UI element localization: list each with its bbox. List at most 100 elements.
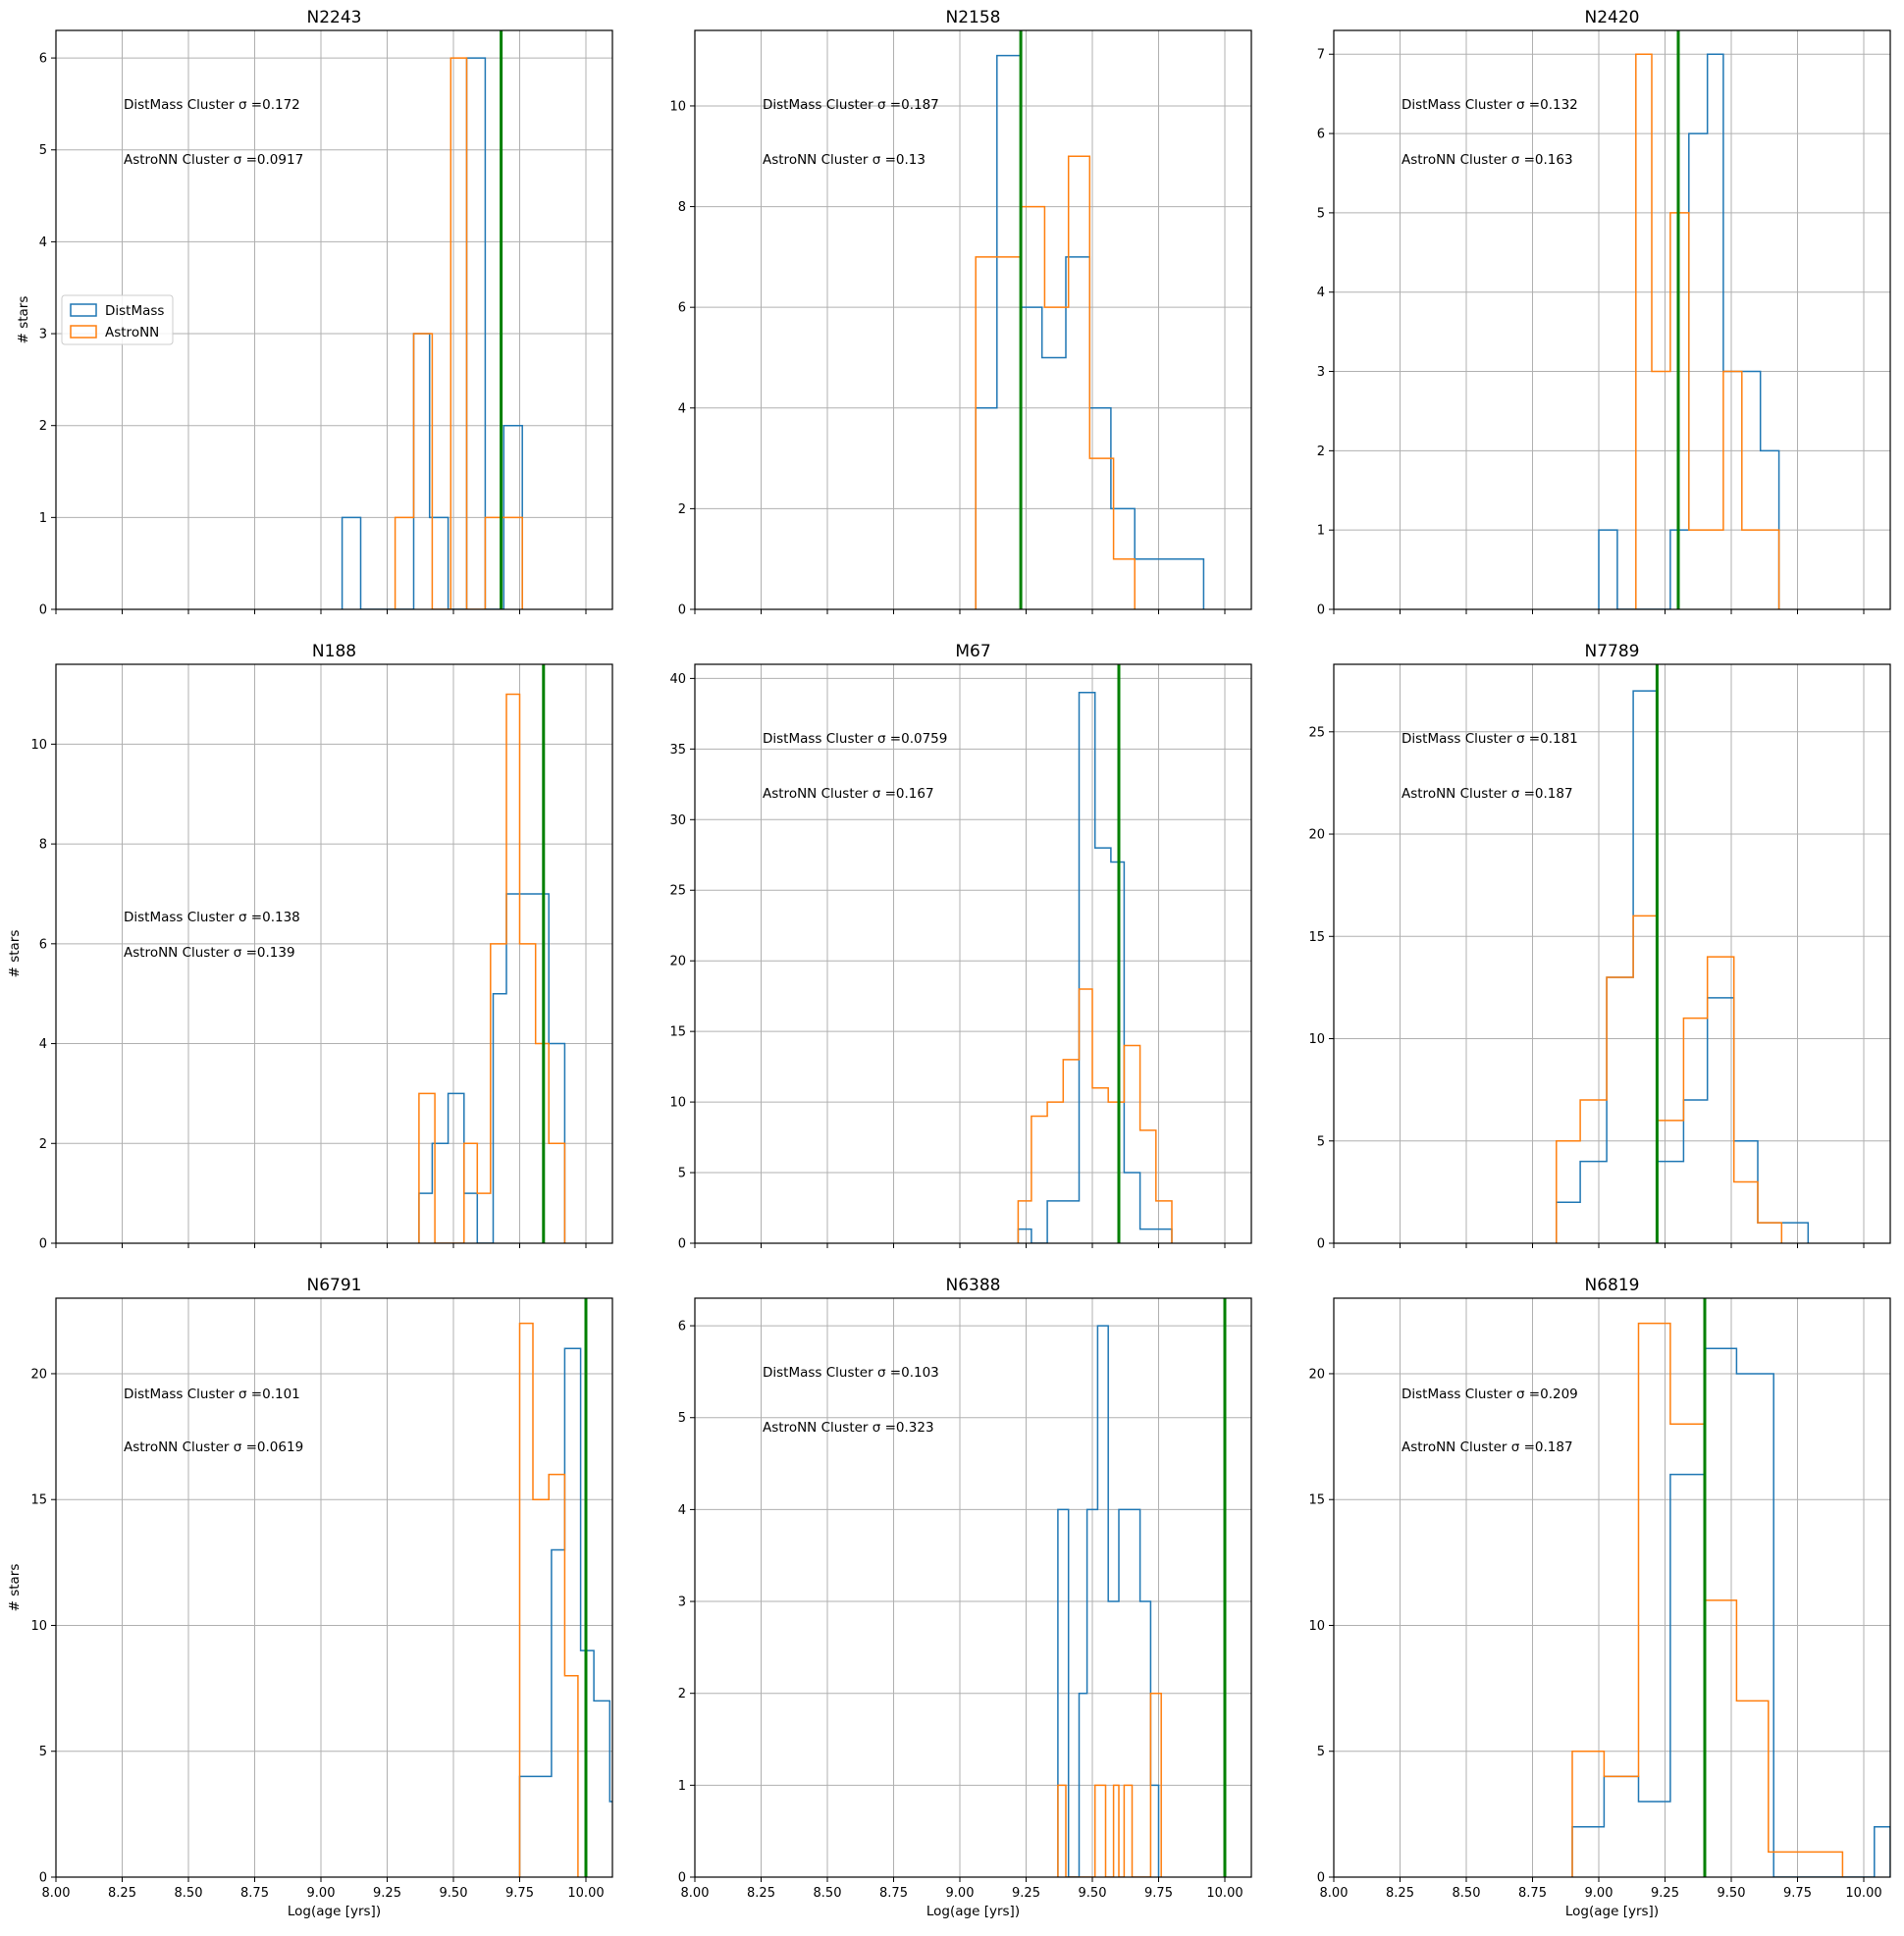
x-tick-label: 10.00: [567, 1886, 604, 1901]
y-tick-label: 0: [678, 1871, 686, 1886]
sigma-annotation: DistMass Cluster σ =0.132: [1402, 97, 1578, 113]
x-tick-label: 9.25: [1651, 1886, 1679, 1901]
plot-area: [1334, 30, 1890, 609]
y-tick-label: 5: [678, 1167, 686, 1181]
x-tick-label: 8.50: [175, 1886, 203, 1901]
x-tick-label: 8.00: [1320, 1886, 1349, 1901]
y-tick-label: 5: [1317, 206, 1325, 221]
sigma-annotation: DistMass Cluster σ =0.0759: [763, 731, 947, 747]
x-tick-label: 9.00: [1585, 1886, 1613, 1901]
y-tick-label: 15: [30, 1493, 47, 1508]
axes-frame: [1333, 663, 1891, 1244]
x-ticks: [55, 1243, 587, 1248]
histogram-distmass: [518, 1347, 612, 1877]
panel-title: N2158: [946, 8, 1001, 27]
sigma-annotation: DistMass Cluster σ =0.209: [1402, 1387, 1578, 1402]
y-tick-label: 6: [1317, 128, 1325, 142]
panel-m67: 0 5 10 15 20 25 30 35 40 M67 DistMass Cluster σ =0…: [669, 642, 1252, 1252]
y-tick-label: 5: [678, 1411, 686, 1426]
y-tick-label: 10: [30, 738, 47, 753]
y-ticks: 0 1 2 3 4 5 6 7: [1317, 48, 1334, 618]
y-tick-label: 2: [1317, 445, 1325, 459]
y-tick-label: 5: [1317, 1134, 1325, 1149]
plot-area: [695, 1298, 1251, 1877]
histogram-astronn: [518, 1322, 579, 1877]
y-tick-label: 8: [39, 838, 47, 853]
x-tick-label: 9.50: [1718, 1886, 1746, 1901]
grid-lines: [1333, 1298, 1890, 1878]
y-tick-label: 0: [678, 1237, 686, 1252]
y-tick-label: 6: [678, 1320, 686, 1334]
axes-frame: [694, 1297, 1252, 1878]
y-tick-label: 0: [1317, 603, 1325, 618]
histogram-distmass: [1017, 692, 1173, 1243]
histogram-astronn: [418, 693, 566, 1243]
sigma-annotation: DistMass Cluster σ =0.103: [763, 1365, 939, 1381]
panel-title: N6791: [307, 1276, 362, 1295]
y-tick-label: 2: [39, 419, 47, 434]
x-tick-label: 9.50: [440, 1886, 468, 1901]
axes-frame: [55, 663, 613, 1244]
y-tick-label: 35: [669, 743, 686, 758]
histograms: [1017, 692, 1173, 1243]
histogram-astronn: [394, 57, 523, 609]
plot-area: [695, 664, 1251, 1243]
axes-frame: [1333, 29, 1891, 610]
x-tick-label: 8.00: [42, 1886, 71, 1901]
y-ticks: 0 1 2 3 4 5 6: [39, 52, 56, 618]
y-tick-label: 40: [669, 672, 686, 687]
y-tick-label: 0: [1317, 1237, 1325, 1252]
y-ticks: 0 1 2 3 4 5 6: [678, 1320, 695, 1886]
y-tick-label: 4: [39, 235, 47, 250]
sigma-annotation: DistMass Cluster σ =0.181: [1402, 731, 1578, 747]
plot-area: [56, 1298, 612, 1877]
panel-title: N2243: [307, 8, 362, 27]
x-axis-label: Log(age [yrs]): [288, 1904, 381, 1919]
histograms: [1057, 1325, 1162, 1877]
plot-area: [1334, 1298, 1890, 1877]
x-tick-label: 8.50: [1453, 1886, 1481, 1901]
sigma-annotation: AstroNN Cluster σ =0.187: [1402, 786, 1573, 802]
legend-label-distmass: DistMass: [105, 303, 164, 319]
y-tick-label: 6: [39, 52, 47, 67]
x-tick-label: 9.75: [1144, 1886, 1173, 1901]
panel-title: N2420: [1585, 8, 1640, 27]
x-ticks: [1333, 1243, 1865, 1248]
y-tick-label: 10: [1308, 1619, 1325, 1634]
y-tick-label: 25: [1308, 725, 1325, 740]
panel-n2243: 0 1 2 3 4 5 6 N2243 DistMass Cluster σ =0.172 Ast…: [16, 8, 613, 618]
histograms: [1556, 690, 1810, 1243]
y-tick-label: 10: [30, 1619, 47, 1634]
y-tick-label: 2: [678, 1687, 686, 1701]
histogram-astronn: [1556, 915, 1783, 1243]
x-ticks: [694, 1243, 1226, 1248]
histogram-distmass: [418, 893, 566, 1243]
x-tick-label: 9.50: [1079, 1886, 1107, 1901]
sigma-annotation: AstroNN Cluster σ =0.163: [1402, 152, 1573, 168]
histogram-distmass: [975, 54, 1205, 609]
panel-title: N6819: [1585, 1276, 1640, 1295]
x-tick-label: 8.75: [879, 1886, 908, 1901]
axes-frame: [1333, 1297, 1891, 1878]
x-tick-label: 10.00: [1845, 1886, 1881, 1901]
sigma-annotation: AstroNN Cluster σ =0.187: [1402, 1439, 1573, 1455]
y-tick-label: 8: [678, 200, 686, 215]
y-tick-label: 20: [669, 955, 686, 969]
sigma-annotation: AstroNN Cluster σ =0.0917: [124, 152, 303, 168]
histograms: [418, 693, 566, 1243]
x-tick-label: 8.25: [747, 1886, 775, 1901]
y-ticks: 0 5 10 15 20: [30, 1367, 56, 1886]
y-ticks: 0 2 4 6 8 10: [669, 99, 695, 618]
axes-frame: [694, 29, 1252, 610]
legend: DistMass AstroNN: [61, 294, 174, 345]
histogram-astronn: [1017, 988, 1173, 1243]
x-ticks: 8.00 8.25 8.50 8.75 9.00 9.25 9.50 9.75 10.00: [1320, 1877, 1882, 1901]
x-tick-label: 8.75: [240, 1886, 269, 1901]
x-tick-label: 9.75: [505, 1886, 534, 1901]
y-tick-label: 5: [39, 1745, 47, 1759]
y-tick-label: 0: [1317, 1871, 1325, 1886]
y-tick-label: 2: [678, 502, 686, 517]
histograms: [341, 57, 523, 609]
y-tick-label: 4: [678, 401, 686, 416]
y-tick-label: 6: [678, 301, 686, 316]
